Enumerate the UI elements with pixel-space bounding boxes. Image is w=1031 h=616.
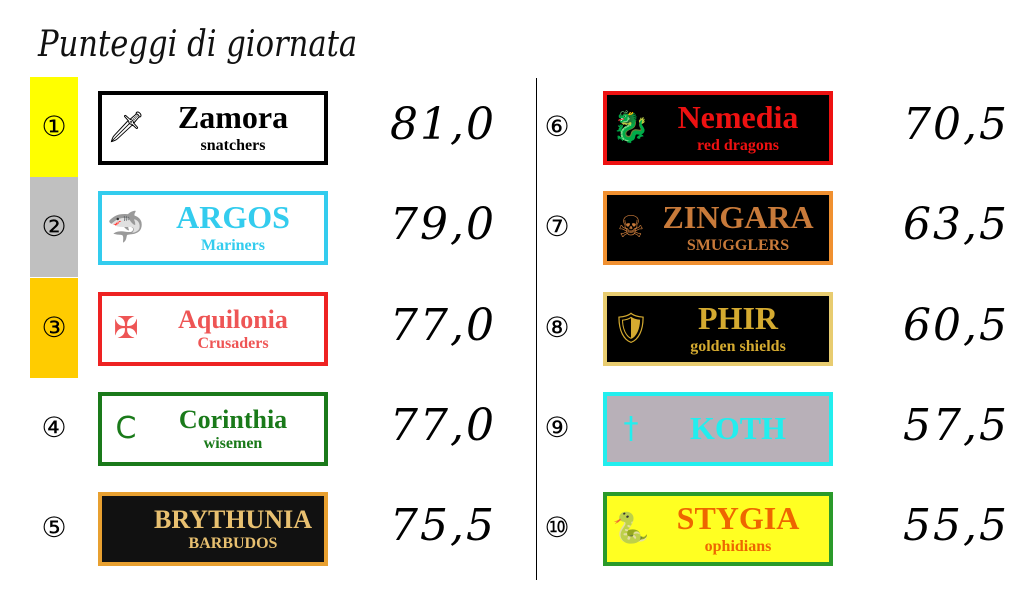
team-logo-text: BRYTHUNIA BARBUDOS	[146, 504, 320, 553]
dragon-icon: 🐉	[612, 110, 650, 145]
team-subtitle: SMUGGLERS	[686, 237, 790, 254]
team-logo-text: KOTH	[651, 412, 825, 446]
team-logo: 🦈 ARGOS Mariners	[98, 191, 328, 265]
podium-highlight	[30, 77, 78, 177]
column-divider	[536, 78, 537, 580]
rank-badge: ⑧	[544, 311, 570, 344]
team-score: 77,0	[390, 300, 496, 351]
rank-badge: ⑥	[544, 110, 570, 143]
team-name: Zamora	[177, 99, 289, 136]
team-score: 60,5	[903, 300, 1009, 351]
rank-badge: ②	[41, 210, 67, 243]
team-logo: 🗡 Zamora snatchers	[98, 91, 328, 165]
podium-highlight	[30, 278, 78, 378]
snake-icon: 🐍	[612, 511, 650, 546]
team-name: Aquilonia	[178, 304, 288, 334]
team-subtitle: Mariners	[201, 237, 265, 254]
rank-badge: ③	[41, 311, 67, 344]
team-name: PHIR	[698, 300, 778, 337]
team-name: ZINGARA	[662, 199, 814, 236]
team-subtitle: snatchers	[200, 137, 266, 154]
team-name: Nemedia	[677, 99, 799, 136]
rank-badge: ⑨	[544, 411, 570, 444]
team-name: STYGIA	[676, 500, 800, 537]
team-logo: † KOTH	[603, 392, 833, 466]
page-title: Punteggi di giornata	[38, 24, 358, 65]
team-logo: ✠ Aquilonia Crusaders	[98, 292, 328, 366]
rank-badge: ①	[41, 110, 67, 143]
team-logo: C Corinthia wisemen	[98, 392, 328, 466]
team-name: BRYTHUNIA	[154, 504, 312, 534]
team-logo-text: ARGOS Mariners	[146, 201, 320, 254]
team-subtitle: ophidians	[704, 538, 772, 555]
team-logo-text: PHIR golden shields	[651, 302, 825, 355]
team-name: Corinthia	[178, 404, 288, 434]
team-logo: BRYTHUNIA BARBUDOS	[98, 492, 328, 566]
rank-badge: ⑤	[41, 511, 67, 544]
team-name: KOTH	[689, 410, 786, 447]
pirate-skull-icon: ☠	[617, 210, 645, 245]
team-logo-text: Aquilonia Crusaders	[146, 304, 320, 353]
team-logo: 🛡 PHIR golden shields	[603, 292, 833, 366]
team-logo: ☠ ZINGARA SMUGGLERS	[603, 191, 833, 265]
rank-badge: ④	[41, 411, 67, 444]
team-subtitle: Crusaders	[197, 334, 269, 352]
team-subtitle: golden shields	[690, 338, 786, 355]
team-logo-text: ZINGARA SMUGGLERS	[651, 201, 825, 254]
team-logo-text: Zamora snatchers	[146, 101, 320, 154]
team-logo: 🐍 STYGIA ophidians	[603, 492, 833, 566]
team-score: 63,5	[903, 199, 1009, 250]
shield-icon: 🛡	[611, 311, 651, 346]
team-score: 57,5	[903, 400, 1009, 451]
team-subtitle: wisemen	[203, 434, 263, 452]
team-score: 77,0	[390, 400, 496, 451]
team-name: ARGOS	[176, 199, 290, 236]
team-logo: 🐉 Nemedia red dragons	[603, 91, 833, 165]
team-score: 79,0	[390, 199, 496, 250]
team-logo-text: Corinthia wisemen	[146, 404, 320, 453]
team-score: 55,5	[903, 500, 1009, 551]
sword-icon: †	[623, 411, 639, 446]
team-subtitle: red dragons	[697, 137, 779, 154]
rank-badge: ⑩	[544, 511, 570, 544]
shark-icon: 🦈	[107, 210, 145, 245]
team-logo-text: Nemedia red dragons	[651, 101, 825, 154]
team-score: 81,0	[390, 99, 496, 150]
team-logo-text: STYGIA ophidians	[651, 502, 825, 555]
podium-highlight	[30, 177, 78, 277]
rank-badge: ⑦	[544, 210, 570, 243]
team-subtitle: BARBUDOS	[188, 534, 278, 552]
laurel-icon: C	[115, 411, 137, 446]
team-score: 70,5	[903, 99, 1009, 150]
knight-icon: ✠	[113, 311, 139, 346]
dagger-icon: 🗡	[106, 110, 146, 145]
team-score: 75,5	[390, 500, 496, 551]
